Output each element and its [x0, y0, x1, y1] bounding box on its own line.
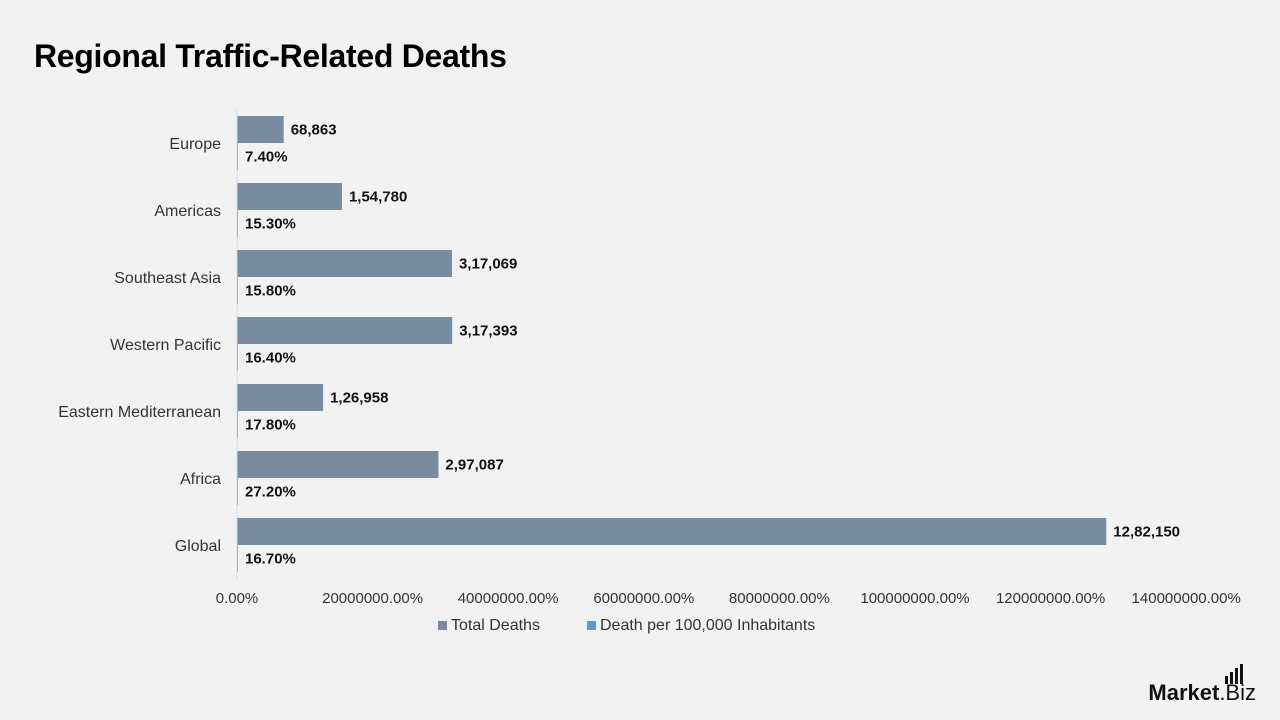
data-label-death-per-100-000-inhabitants-southeast-asia: 15.80% — [245, 283, 296, 300]
data-label-total-deaths-eastern-mediterranean: 1,26,958 — [330, 390, 388, 407]
legend-label-total-deaths: Total Deaths — [451, 617, 540, 634]
category-label-western-pacific: Western Pacific — [110, 337, 221, 354]
brand-name: Market — [1148, 680, 1220, 705]
brand-logo: Market .Biz — [1148, 664, 1256, 706]
bar-total-deaths-europe — [237, 116, 284, 143]
brand-tld: .Biz — [1219, 680, 1256, 705]
bar-total-deaths-western-pacific — [237, 317, 453, 344]
legend-label-death-per-100-000-inhabitants: Death per 100,000 Inhabitants — [600, 617, 815, 634]
data-label-death-per-100-000-inhabitants-western-pacific: 16.40% — [245, 350, 296, 367]
x-tick-label: 120000000.00% — [996, 590, 1105, 607]
legend-swatch-death-per-100-000-inhabitants — [587, 621, 596, 630]
category-label-americas: Americas — [154, 203, 221, 220]
bar-total-deaths-africa — [237, 451, 439, 478]
data-label-total-deaths-africa: 2,97,087 — [445, 457, 503, 474]
data-label-total-deaths-americas: 1,54,780 — [349, 189, 407, 206]
category-label-global: Global — [175, 538, 221, 555]
category-label-europe: Europe — [169, 136, 221, 153]
bar-total-deaths-southeast-asia — [237, 250, 452, 277]
data-label-death-per-100-000-inhabitants-europe: 7.40% — [245, 149, 288, 166]
data-label-death-per-100-000-inhabitants-africa: 27.20% — [245, 484, 296, 501]
data-label-total-deaths-europe: 68,863 — [291, 122, 337, 139]
x-tick-label: 140000000.00% — [1132, 590, 1241, 607]
bar-chart-icon — [1225, 664, 1244, 684]
category-label-southeast-asia: Southeast Asia — [114, 270, 221, 287]
page-title: Regional Traffic-Related Deaths — [34, 38, 507, 74]
data-label-death-per-100-000-inhabitants-eastern-mediterranean: 17.80% — [245, 417, 296, 434]
x-tick-label: 80000000.00% — [729, 590, 830, 607]
data-label-death-per-100-000-inhabitants-americas: 15.30% — [245, 216, 296, 233]
legend-swatch-total-deaths — [438, 621, 447, 630]
x-tick-label: 40000000.00% — [458, 590, 559, 607]
bar-total-deaths-global — [237, 518, 1107, 545]
x-tick-label: 100000000.00% — [860, 590, 969, 607]
category-label-africa: Africa — [180, 471, 221, 488]
data-label-death-per-100-000-inhabitants-global: 16.70% — [245, 551, 296, 568]
data-label-total-deaths-global: 12,82,150 — [1113, 524, 1180, 541]
x-tick-label: 20000000.00% — [322, 590, 423, 607]
data-label-total-deaths-southeast-asia: 3,17,069 — [459, 256, 517, 273]
bar-total-deaths-americas — [237, 183, 342, 210]
x-tick-label: 0.00% — [216, 590, 259, 607]
x-tick-label: 60000000.00% — [593, 590, 694, 607]
bar-total-deaths-eastern-mediterranean — [237, 384, 324, 411]
data-label-total-deaths-western-pacific: 3,17,393 — [459, 323, 517, 340]
category-label-eastern-mediterranean: Eastern Mediterranean — [58, 404, 221, 421]
